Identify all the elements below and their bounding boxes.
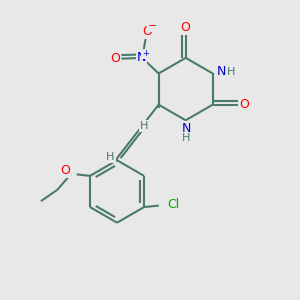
Text: Cl: Cl [167,198,179,211]
Text: O: O [181,21,190,34]
Text: H: H [182,133,190,142]
Text: H: H [140,121,148,131]
Text: H: H [106,152,115,162]
Text: O: O [142,25,152,38]
Text: +: + [142,49,149,58]
Text: O: O [239,98,249,111]
Text: N: N [217,65,226,79]
Text: H: H [227,67,235,77]
Text: N: N [182,122,191,135]
Text: −: − [148,21,157,31]
Text: O: O [60,164,70,177]
Text: N: N [137,51,146,64]
Text: O: O [111,52,121,65]
